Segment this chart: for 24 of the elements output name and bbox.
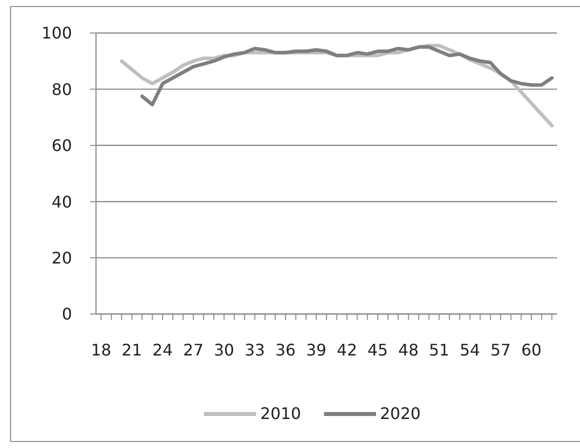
y-tick-label: 80 [52, 80, 72, 99]
x-tick-label: 33 [244, 340, 265, 360]
x-tick-label: 18 [90, 340, 112, 360]
x-tick-label: 57 [490, 340, 511, 360]
legend-label: 2020 [380, 404, 421, 423]
x-tick-label: 21 [122, 340, 142, 360]
y-tick-label: 20 [52, 248, 72, 268]
x-tick-label: 54 [460, 340, 480, 360]
x-tick-label: 39 [306, 340, 326, 360]
line-series [140, 45, 554, 106]
x-tick-label: 27 [183, 340, 204, 360]
x-tick-label: 36 [275, 340, 296, 360]
y-tick-label: 100 [41, 24, 72, 43]
x-tick-label: 45 [368, 340, 388, 360]
x-tick-label: 60 [521, 340, 542, 360]
x-tick-label: 48 [398, 340, 419, 360]
x-tick-label: 24 [152, 340, 173, 360]
x-tick-label: 42 [336, 340, 358, 360]
y-tick-label: 40 [52, 192, 72, 212]
x-tick-label: 30 [214, 340, 234, 360]
legend-label: 2010 [260, 404, 301, 423]
y-tick-label: 0 [62, 304, 72, 324]
x-tick-label: 51 [429, 340, 450, 360]
y-tick-label: 60 [52, 136, 72, 156]
